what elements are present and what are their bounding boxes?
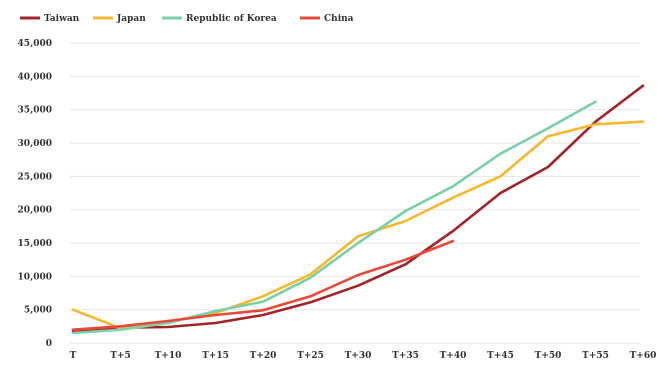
x-tick-label: T+20 bbox=[250, 351, 277, 361]
x-tick-label: T+60 bbox=[630, 351, 657, 361]
y-tick-label: 35,000 bbox=[18, 106, 52, 116]
y-tick-label: 45,000 bbox=[18, 39, 52, 49]
legend-label: Republic of Korea bbox=[186, 14, 277, 24]
x-tick-label: T+50 bbox=[535, 351, 562, 361]
x-tick-label: T bbox=[70, 351, 77, 361]
chart-series bbox=[71, 84, 645, 335]
x-tick-label: T+35 bbox=[392, 351, 419, 361]
y-tick-label: 30,000 bbox=[18, 139, 52, 149]
x-tick-label: T+45 bbox=[487, 351, 514, 361]
x-tick-label: T+10 bbox=[155, 351, 182, 361]
legend-item: Japan bbox=[93, 14, 146, 24]
y-tick-label: 0 bbox=[46, 339, 52, 349]
y-tick-label: 20,000 bbox=[18, 206, 52, 216]
legend-item: Taiwan bbox=[20, 14, 80, 24]
x-tick-label: T+40 bbox=[440, 351, 467, 361]
chart-legend: Taiwan Japan Republic of Korea China bbox=[20, 14, 354, 24]
y-tick-label: 15,000 bbox=[18, 239, 52, 249]
x-tick-label: T+15 bbox=[202, 351, 229, 361]
legend-label: Taiwan bbox=[44, 14, 80, 24]
y-tick-label: 5,000 bbox=[24, 306, 52, 316]
series-line-taiwan bbox=[71, 84, 645, 333]
chart-gridlines bbox=[70, 42, 640, 344]
legend-item: Republic of Korea bbox=[162, 14, 277, 24]
series-line-japan bbox=[71, 120, 645, 330]
x-tick-label: T+30 bbox=[345, 351, 372, 361]
x-axis: T T+5 T+10 T+15 T+20 T+25 T+30 T+35 T+40 T+45 T+50… bbox=[70, 351, 657, 361]
y-tick-label: 25,000 bbox=[18, 172, 52, 182]
y-tick-label: 10,000 bbox=[18, 272, 52, 282]
legend-item: China bbox=[300, 14, 354, 24]
legend-label: Japan bbox=[116, 14, 146, 24]
y-tick-label: 40,000 bbox=[18, 72, 52, 82]
x-tick-label: T+25 bbox=[297, 351, 324, 361]
legend-label: China bbox=[324, 14, 354, 24]
series-line-china bbox=[71, 239, 455, 332]
y-axis: 0 5,000 10,000 15,000 20,000 25,000 30,000 35,0… bbox=[18, 39, 52, 349]
x-tick-label: T+55 bbox=[582, 351, 609, 361]
series-line-republic-of-korea bbox=[71, 100, 597, 335]
x-tick-label: T+5 bbox=[110, 351, 131, 361]
